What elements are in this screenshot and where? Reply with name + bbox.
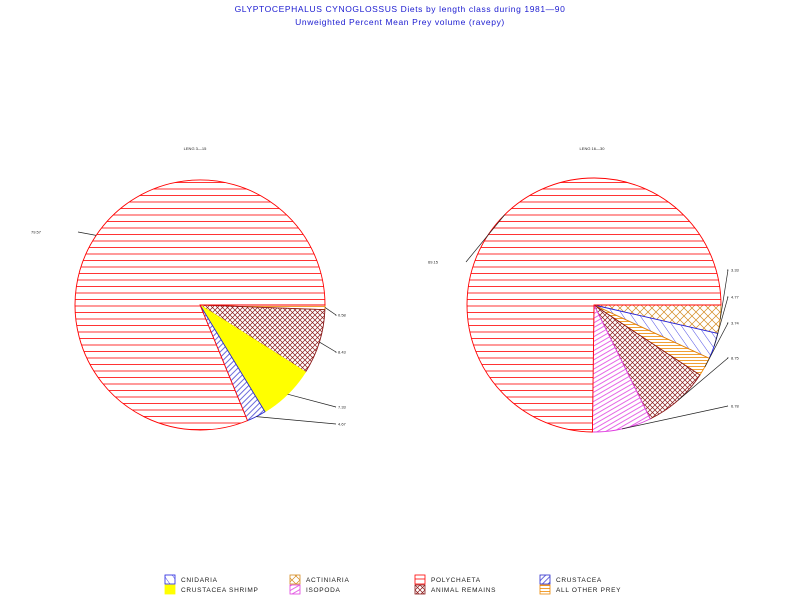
leader-line [622,405,729,430]
legend-item-animal: ANIMAL REMAINS [414,584,496,595]
pies-layer: LENG 3—15 0.58 8.43 7.33 4.67 79.57 LENG 16—30… [31,146,740,433]
chart-title: GLYPTOCEPHALUS CYNOGLOSSUS Diets by leng… [235,4,566,14]
legend-item-actiniaria: ACTINIARIA [289,574,349,585]
legend-item-polychaeta: POLYCHAETA [414,574,481,585]
legend-item-shrimp: CRUSTACEA SHRIMP [164,584,259,595]
legend-swatch [289,584,301,595]
leader-line [713,296,729,347]
slice-value-label: 3.74 [731,321,740,326]
legend-swatch [414,584,426,595]
legend-label: ALL OTHER PREY [556,587,621,594]
legend-swatch [164,574,176,585]
slice-value-label: 79.57 [31,230,42,235]
leader-line [677,357,729,401]
legend-swatch [539,574,551,585]
legend-label: POLYCHAETA [431,577,481,584]
slice-value-label: 4.77 [731,295,740,300]
pie-chart-2: LENG 16—30 3.33 4.77 3.74 8.75 6.78 69.15 [428,146,740,433]
legend-swatch [539,584,551,595]
chart-subtitle: Unweighted Percent Mean Prey volume (rav… [295,17,505,27]
pie-header: LENG 3—15 [184,146,207,151]
slice-value-label: 8.43 [338,350,347,355]
legend-label: CRUSTACEA [556,577,602,584]
leader-line [324,307,338,316]
leader-line [465,214,506,263]
legend-item-crustacea: CRUSTACEA [539,574,602,585]
leader-line [256,416,337,425]
legend-label: CNIDARIA [181,577,218,584]
slice-value-label: 69.15 [428,260,439,265]
legend-swatch [414,574,426,585]
legend-item-other: ALL OTHER PREY [539,584,621,595]
pie-slice-polychaeta [74,179,326,431]
pie-chart-1: LENG 3—15 0.58 8.43 7.33 4.67 79.57 [31,146,347,431]
legend-label: ACTINIARIA [306,577,349,584]
slice-value-label: 3.33 [731,268,740,273]
slice-value-label: 0.58 [338,313,347,318]
leader-line [719,269,729,320]
slice-value-label: 4.67 [338,422,347,427]
leader-line [704,322,729,368]
legend-swatch [289,574,301,585]
leader-line [319,341,338,353]
slice-value-label: 6.78 [731,404,740,409]
leader-line [77,231,97,236]
legend-swatch [164,584,176,595]
slice-value-label: 8.75 [731,356,740,361]
pie-header: LENG 16—30 [580,146,606,151]
leader-line [287,393,337,408]
legend-label: CRUSTACEA SHRIMP [181,587,259,594]
legend-item-cnidaria: CNIDARIA [164,574,218,585]
legend-item-isopoda: ISOPODA [289,584,341,595]
slice-value-label: 7.33 [338,405,347,410]
legend-label: ISOPODA [306,587,341,594]
legend: CNIDARIA ACTINIARIA POLYCHAETA CRUSTACEA CRU… [164,574,621,595]
legend-label: ANIMAL REMAINS [431,587,496,594]
